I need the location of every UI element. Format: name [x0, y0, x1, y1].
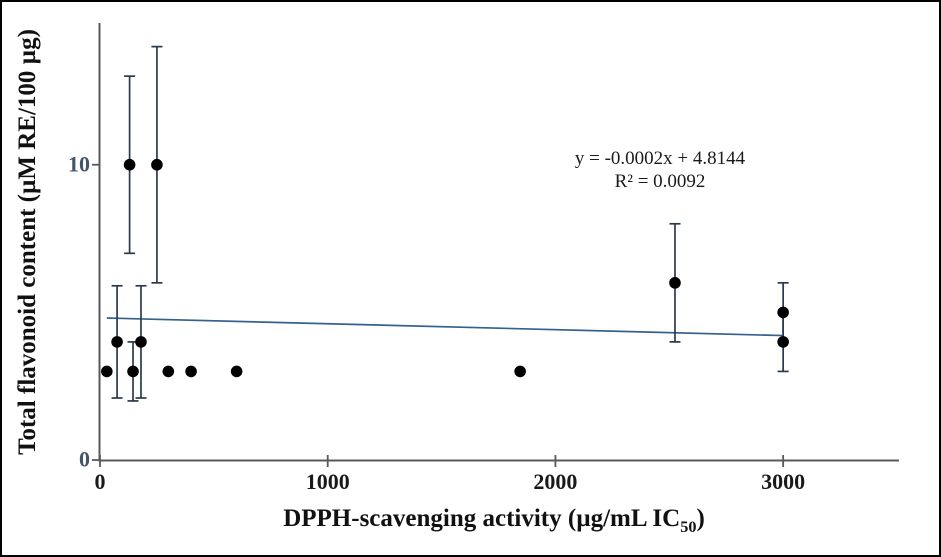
- data-point: [135, 336, 147, 348]
- x-axis-title: DPPH-scavenging activity (µg/mL IC50): [283, 505, 705, 536]
- data-point: [123, 158, 136, 171]
- data-point: [669, 277, 681, 289]
- x-axis-title-text: DPPH-scavenging activity (µg/mL IC: [283, 505, 681, 532]
- x-axis-tick-label: 3000: [761, 469, 806, 494]
- trendline-equation: y = -0.0002x + 4.8144: [574, 148, 746, 169]
- data-point: [151, 158, 163, 171]
- trend-line: [106, 317, 784, 337]
- trendline-annotation: y = -0.0002x + 4.8144 R² = 0.0092: [575, 147, 745, 193]
- r-squared-value: R² = 0.0092: [614, 171, 706, 192]
- data-point: [514, 365, 526, 378]
- y-axis-title: Total flavonoid content (µM RE/100 µg): [14, 29, 42, 455]
- x-axis-title-suffix: ): [696, 505, 705, 532]
- x-axis-tick-label: 2000: [533, 469, 578, 494]
- y-axis-tick-label: 10: [68, 151, 90, 177]
- x-axis-title-subscript: 50: [680, 518, 697, 536]
- x-axis-tick-label: 0: [94, 469, 106, 494]
- x-axis-tick-label: 1000: [305, 469, 350, 494]
- data-point: [777, 336, 789, 348]
- data-point: [111, 336, 123, 348]
- data-point: [230, 365, 243, 378]
- data-point: [101, 365, 113, 378]
- data-point: [777, 306, 789, 319]
- data-point: [127, 365, 139, 378]
- data-point: [185, 365, 197, 378]
- y-axis-title-text: Total flavonoid content (µM RE/100 µg): [14, 29, 41, 455]
- y-axis-tick-label: 0: [79, 446, 90, 472]
- data-point: [162, 365, 175, 378]
